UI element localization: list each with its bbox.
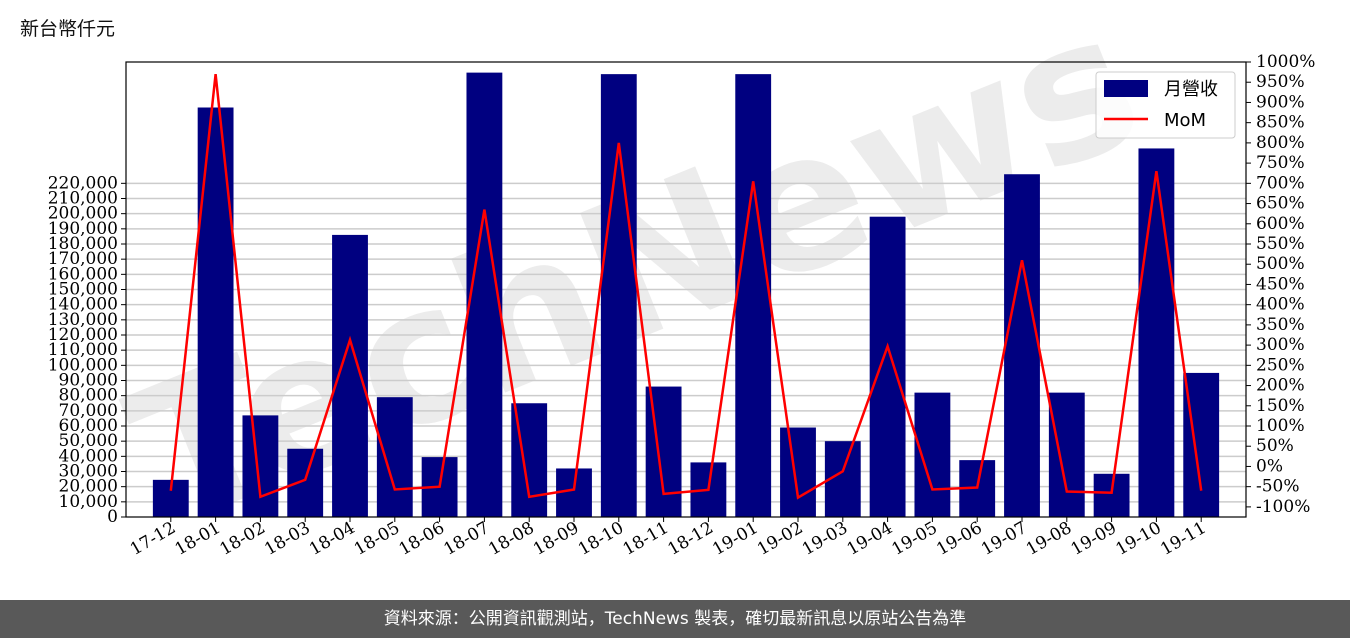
right-tick-label: -50% — [1256, 477, 1300, 497]
left-tick-label: 20,000 — [59, 477, 118, 497]
x-tick-label: 19-01 — [709, 518, 761, 560]
legend-label-mom: MoM — [1164, 110, 1206, 131]
x-tick-label: 18-07 — [440, 518, 492, 560]
x-tick-label: 18-05 — [351, 518, 403, 560]
right-tick-label: 800% — [1256, 133, 1305, 153]
bar — [1138, 148, 1175, 517]
bar — [1093, 473, 1130, 517]
left-tick-label: 70,000 — [59, 401, 118, 421]
right-tick-label: 300% — [1256, 335, 1305, 355]
left-tick-label: 80,000 — [59, 386, 118, 406]
bar — [1004, 174, 1040, 517]
x-tick-label: 18-11 — [620, 518, 672, 560]
right-axis: -100%-50%0%50%100%150%200%250%300%350%40… — [1246, 52, 1315, 517]
right-tick-label: 50% — [1256, 436, 1294, 456]
right-tick-label: 0% — [1256, 456, 1283, 476]
left-tick-label: 100,000 — [48, 355, 118, 375]
bars — [152, 72, 1220, 517]
left-tick-label: 60,000 — [59, 416, 118, 436]
right-tick-label: 600% — [1256, 214, 1305, 234]
x-tick-label: 19-03 — [799, 518, 851, 560]
right-tick-label: 1000% — [1256, 52, 1315, 72]
footer-source: 資料來源：公開資訊觀測站，TechNews 製表，確切最新訊息以原站公告為準 — [0, 600, 1350, 638]
x-tick-label: 18-04 — [306, 518, 358, 560]
left-tick-label: 30,000 — [59, 462, 118, 482]
bar — [556, 468, 592, 517]
left-tick-label: 50,000 — [59, 431, 118, 451]
bar — [600, 74, 637, 517]
mom-line — [169, 73, 1203, 500]
x-tick-label: 17-12 — [127, 518, 179, 560]
left-tick-label: 10,000 — [59, 492, 118, 512]
left-tick-label: 90,000 — [59, 371, 118, 391]
right-tick-label: 950% — [1256, 72, 1305, 92]
chart: TechNews 010,00020,00030,00040,00050,000… — [48, 0, 1316, 570]
bar — [287, 448, 324, 517]
left-tick-label: 110,000 — [48, 340, 118, 360]
bar — [914, 392, 951, 517]
x-tick-label: 19-02 — [754, 518, 806, 560]
left-tick-label: 160,000 — [48, 264, 118, 284]
x-tick-label: 19-05 — [888, 518, 940, 560]
left-tick-label: 180,000 — [48, 234, 118, 254]
right-tick-label: 750% — [1256, 153, 1305, 173]
right-tick-label: 550% — [1256, 234, 1305, 254]
right-tick-label: 450% — [1256, 274, 1305, 294]
x-tick-label: 18-08 — [485, 518, 537, 560]
left-tick-label: 210,000 — [48, 189, 118, 209]
left-tick-label: 140,000 — [48, 295, 118, 315]
bar — [197, 107, 234, 517]
bar — [376, 397, 413, 517]
x-tick-label: 19-06 — [933, 518, 985, 560]
x-tick-label: 19-10 — [1112, 518, 1164, 560]
x-tick-label: 18-12 — [664, 518, 716, 560]
bar — [466, 72, 503, 517]
left-tick-label: 220,000 — [48, 173, 118, 193]
right-tick-label: 200% — [1256, 376, 1305, 396]
x-tick-label: 18-09 — [530, 518, 582, 560]
left-tick-label: 0 — [107, 507, 118, 527]
legend-swatch-bar — [1104, 80, 1148, 97]
x-tick-label: 18-10 — [575, 518, 627, 560]
right-tick-label: 650% — [1256, 194, 1305, 214]
legend-label-revenue: 月營收 — [1164, 79, 1218, 100]
right-tick-label: 250% — [1256, 355, 1305, 375]
x-tick-label: 19-04 — [844, 518, 896, 560]
bar — [242, 415, 279, 517]
right-tick-label: 350% — [1256, 315, 1305, 335]
unit-label: 新台幣仟元 — [20, 18, 116, 40]
left-tick-label: 40,000 — [59, 446, 118, 466]
left-tick-label: 120,000 — [48, 325, 118, 345]
right-tick-label: -100% — [1256, 497, 1310, 517]
left-tick-label: 150,000 — [48, 280, 118, 300]
right-tick-label: 900% — [1256, 92, 1305, 112]
legend: 月營收 MoM — [1095, 71, 1236, 139]
right-tick-label: 400% — [1256, 295, 1305, 315]
mom-series-line — [169, 73, 1203, 500]
left-tick-label: 200,000 — [48, 204, 118, 224]
bar — [869, 216, 906, 517]
x-tick-label: 19-11 — [1157, 518, 1209, 560]
right-tick-label: 850% — [1256, 113, 1305, 133]
x-tick-label: 18-06 — [396, 518, 448, 560]
left-tick-label: 190,000 — [48, 219, 118, 239]
right-tick-label: 150% — [1256, 396, 1305, 416]
right-tick-label: 500% — [1256, 254, 1305, 274]
bar — [780, 427, 816, 517]
right-tick-label: 100% — [1256, 416, 1305, 436]
bar — [735, 74, 772, 517]
bar — [1048, 392, 1085, 517]
left-axis: 010,00020,00030,00040,00050,00060,00070,… — [48, 173, 126, 527]
left-tick-label: 170,000 — [48, 249, 118, 269]
x-tick-label: 19-07 — [978, 518, 1030, 560]
bar — [645, 386, 682, 517]
x-tick-label: 19-09 — [1068, 518, 1120, 560]
x-tick-label: 19-08 — [1023, 518, 1075, 560]
left-tick-label: 130,000 — [48, 310, 118, 330]
right-tick-label: 700% — [1256, 173, 1305, 193]
